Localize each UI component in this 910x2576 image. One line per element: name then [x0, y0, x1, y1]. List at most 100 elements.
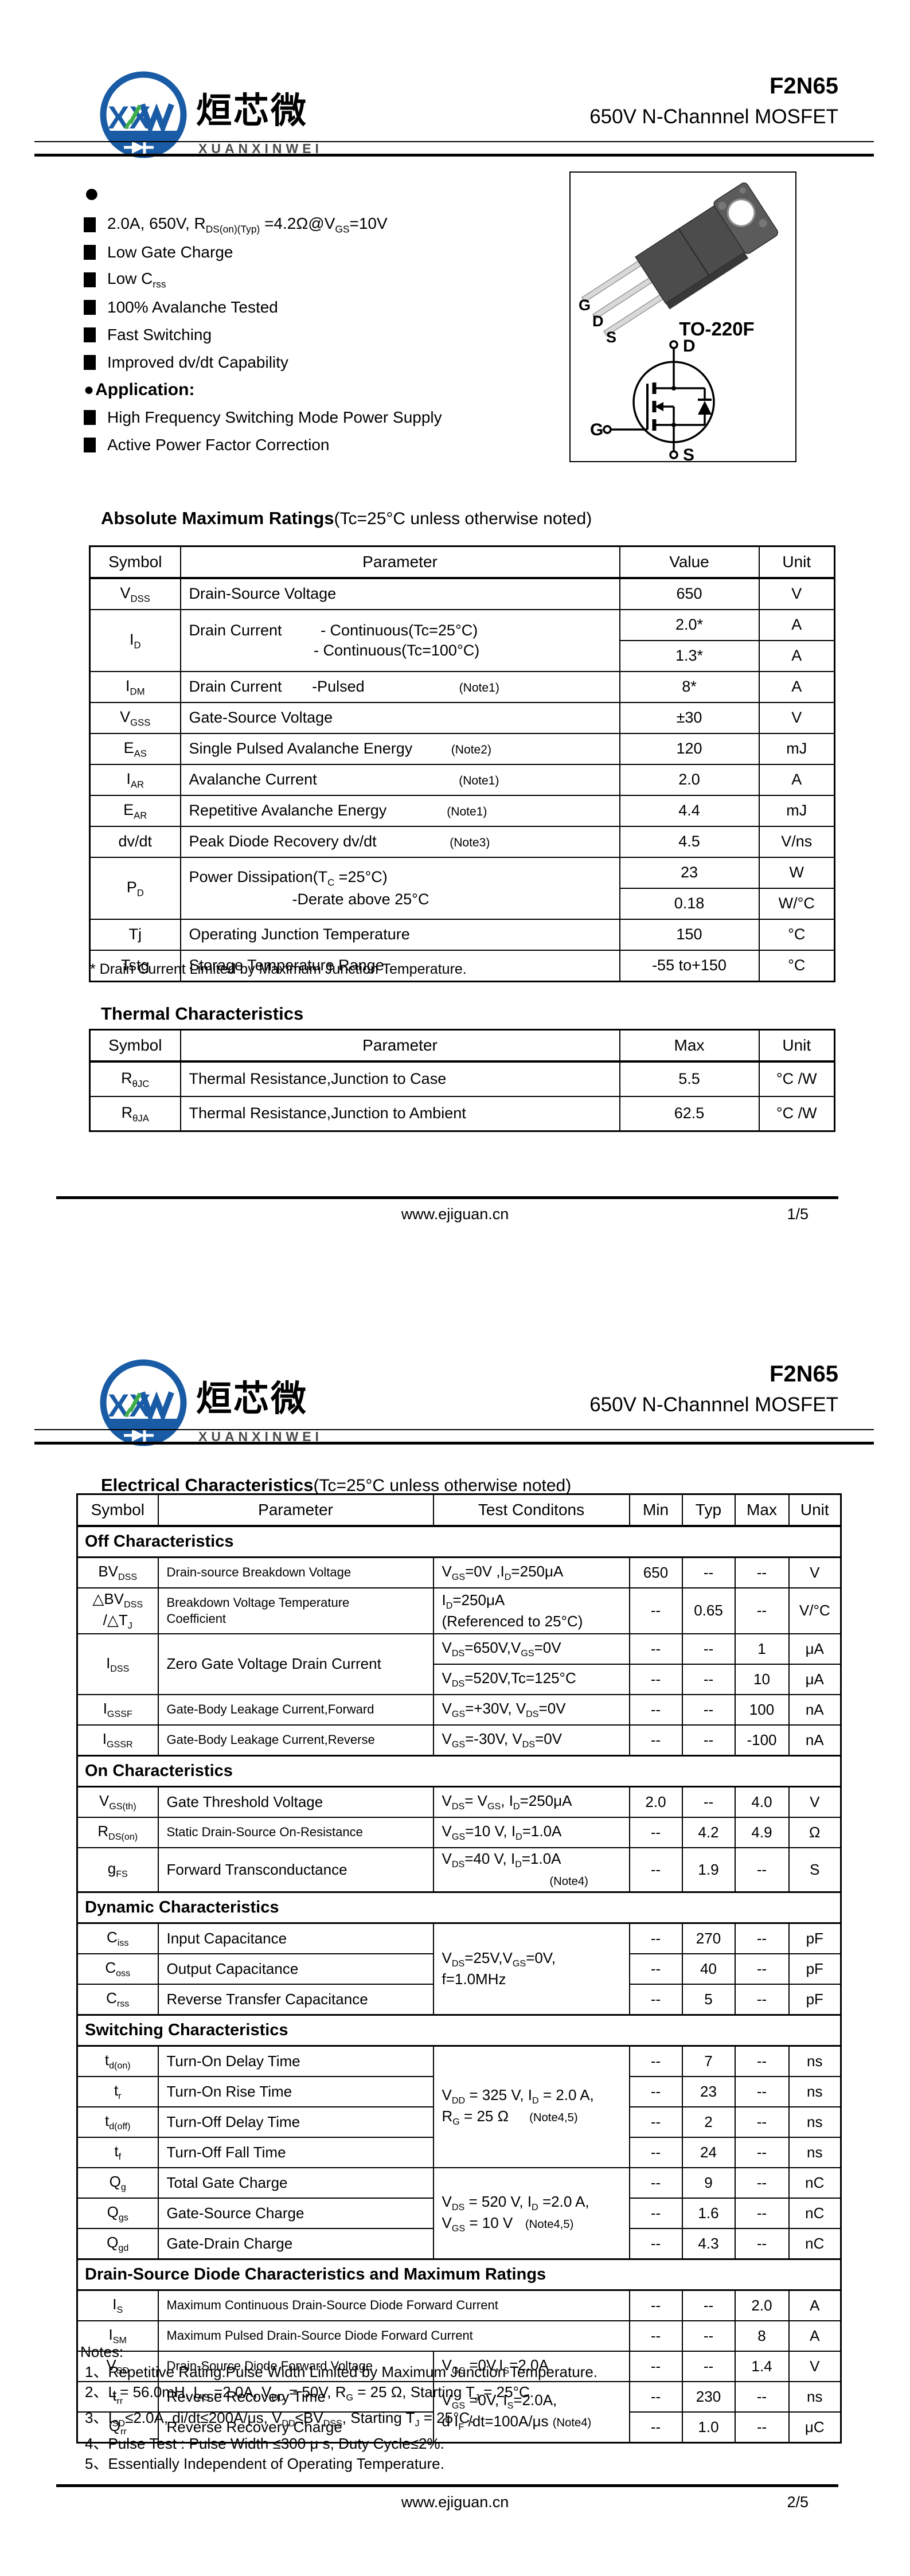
table-cell: --: [628, 1694, 683, 1726]
list-item: 100% Avalanche Tested: [84, 294, 577, 321]
electrical-characteristics-table: Symbol Parameter Test Conditons Min Typ Max Un…: [76, 1493, 842, 2444]
column-header: Symbol: [76, 1493, 159, 1527]
table-cell: Ω: [788, 1817, 842, 1849]
table-cell: VDS=25V,VGS=0V, f=1.0MHz: [432, 1922, 630, 2016]
table-cell: 10: [734, 1664, 790, 1696]
table-cell: ns: [788, 2045, 842, 2078]
section-title: Switching Characteristics: [76, 2014, 842, 2047]
list-item: Fast Switching: [84, 321, 577, 349]
table-cell: VGS=+30V, VDS=0V: [432, 1694, 630, 1726]
table-cell: --: [681, 1664, 736, 1696]
feature-bullet-icon: [84, 355, 96, 370]
column-header: Symbol: [89, 545, 181, 579]
mosfet-symbol-icon: [603, 340, 715, 459]
table-cell: 2.0: [619, 764, 760, 796]
table-cell: 120: [619, 733, 760, 765]
column-header: Max: [619, 1029, 760, 1063]
table-cell: --: [734, 2411, 790, 2444]
table-cell: °C: [758, 950, 835, 982]
table-cell: trr: [76, 2381, 159, 2413]
header-row: Symbol Parameter Value Unit: [89, 545, 835, 579]
table-cell: Drain-Source Diode Forward Voltage: [157, 2351, 434, 2383]
table-cell: 4.0: [734, 1786, 790, 1818]
table-cell: 2: [681, 2106, 736, 2138]
absolute-maximum-ratings-table: Symbol Parameter Value Unit VDSS Drain-Source…: [89, 545, 835, 982]
table-cell: Peak Diode Recovery dv/dt (Note3): [179, 826, 620, 858]
table-cell: Crss: [76, 1984, 159, 2016]
application-bullet-icon: ●: [84, 380, 95, 399]
list-item: 2.0A, 650V, RDS(on)(Typ) =4.2Ω@VGS=10V: [84, 211, 577, 239]
table-cell: --: [628, 2137, 683, 2169]
table-cell: ID: [89, 609, 181, 672]
table-cell: Single Pulsed Avalanche Energy (Note2): [179, 733, 620, 765]
column-header: Unit: [758, 1029, 835, 1063]
part-subtitle: 650V N-Channnel MOSFET: [589, 1394, 838, 1416]
table-row: 0.18 W/°C: [90, 888, 835, 920]
table-cell: IS: [76, 2289, 159, 2322]
table-cell: V/ns: [758, 826, 835, 858]
table-cell: Maximum Continuous Drain-Source Diode Fo…: [157, 2289, 630, 2322]
table-cell: --: [681, 1556, 736, 1588]
table-cell: --: [734, 2198, 790, 2230]
table-row: Coss Output Capacitance -- 40 -- pF: [76, 1953, 842, 1985]
table-row: IS Maximum Continuous Drain-Source Diode …: [76, 2289, 842, 2322]
section-title: Drain-Source Diode Characteristics and M…: [76, 2258, 842, 2292]
table-cell: 4.4: [619, 795, 760, 827]
amr-title-note: (Tc=25°C unless otherwise noted): [334, 509, 592, 528]
table-cell: 8: [734, 2320, 790, 2352]
table-cell: A: [758, 671, 835, 703]
note-item: 2、L = 56.0mH, IAS =2.0A, VDD = 50V, RG =…: [85, 2383, 534, 2403]
table-cell: --: [628, 2381, 683, 2413]
table-cell: 650: [628, 1556, 683, 1588]
section-row: Dynamic Characteristics: [76, 1891, 842, 1925]
table-row: tr Turn-On Rise Time -- 23 -- ns: [76, 2076, 842, 2108]
table-row: VDSS Drain-Source Voltage 650 V: [89, 577, 835, 610]
table-cell: VDS= VGS, ID=250μA: [432, 1786, 630, 1818]
elec-title: Electrical Characteristics(Tc=25°C unles…: [101, 1475, 571, 1496]
table-cell: --: [628, 2351, 683, 2383]
package-figure: G D S TO-220F: [569, 171, 796, 462]
table-row: Tj Operating Junction Temperature 150 °C: [89, 919, 835, 951]
header-rule-thick: [34, 154, 874, 157]
table-cell: VGS=10 V, ID=1.0A: [432, 1817, 630, 1849]
table-cell: 1.6: [681, 2198, 736, 2230]
list-item: Low Crss: [84, 266, 577, 294]
table-row: ID Drain Current - Continuous(Tc=25°C) - …: [89, 609, 835, 672]
features-bullet-icon: ●: [84, 178, 100, 208]
table-cell: Drain Current -Pulsed (Note1): [179, 671, 620, 703]
table-cell: VGS =0V, IS=2.0A, d IF /dt=100A/μs (Note…: [432, 2381, 630, 2444]
table-cell: Qg: [76, 2167, 159, 2199]
footer-page-number: 2/5: [787, 2493, 809, 2511]
table-cell: --: [628, 2076, 683, 2108]
table-cell: --: [681, 1694, 736, 1726]
table-row: RθJC Thermal Resistance,Junction to Case 5…: [89, 1061, 835, 1097]
table-cell: --: [628, 2411, 683, 2444]
table-cell: --: [628, 1633, 683, 1665]
table-row: RθJA Thermal Resistance,Junction to Ambie…: [89, 1096, 835, 1132]
table-row: RDS(on) Static Drain-Source On-Resistance…: [76, 1817, 842, 1849]
table-cell: 5: [681, 1984, 736, 2016]
table-cell: ns: [788, 2106, 842, 2138]
table-cell: 9: [681, 2167, 736, 2199]
table-cell: Thermal Resistance,Junction to Ambient: [179, 1096, 620, 1132]
table-cell: --: [681, 2320, 736, 2352]
table-cell: Qrr: [76, 2411, 159, 2444]
applications-list: High Frequency Switching Mode Power Supp…: [84, 404, 577, 459]
table-cell: 1: [734, 1633, 790, 1665]
table-cell: --: [734, 2045, 790, 2078]
table-row: gFS Forward Transconductance VDS=40 V, ID=…: [76, 1847, 842, 1893]
column-header: Typ: [681, 1493, 736, 1527]
table-cell: --: [734, 2381, 790, 2413]
table-cell: 2.0*: [619, 609, 760, 641]
table-cell: V: [788, 1556, 842, 1588]
table-cell: °C /W: [758, 1096, 835, 1132]
table-cell: --: [734, 2076, 790, 2108]
table-cell: Ciss: [76, 1922, 159, 1955]
table-cell: V: [758, 577, 835, 610]
table-cell: °C /W: [758, 1061, 835, 1097]
feature-text: Low Crss: [107, 269, 166, 290]
table-cell: W/°C: [758, 888, 835, 920]
note-item: 5、Essentially Independent of Operating T…: [85, 2455, 444, 2473]
table-cell: Gate-Source Voltage: [179, 702, 620, 734]
table-row: td(on) Turn-On Delay Time VDD = 325 V, ID …: [76, 2045, 842, 2169]
